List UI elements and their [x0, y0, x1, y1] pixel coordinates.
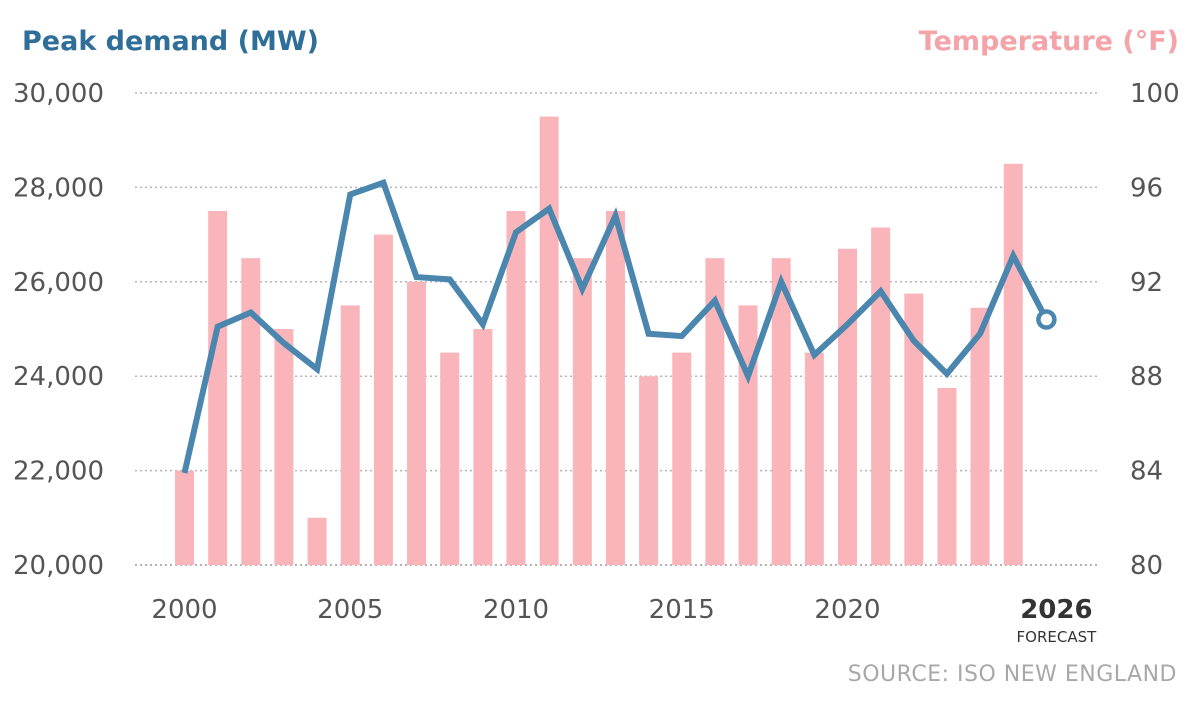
temperature-bar — [672, 352, 692, 565]
temperature-bar — [871, 227, 891, 565]
temperature-bar — [407, 281, 427, 565]
temperature-bar — [639, 376, 659, 565]
x-tick-label: 2026 — [1020, 595, 1092, 625]
temperature-bar — [539, 116, 559, 565]
left-tick-label: 28,000 — [13, 173, 104, 203]
temperature-bar — [1003, 163, 1023, 566]
temperature-bar — [373, 234, 393, 565]
temperature-bar — [175, 470, 194, 565]
right-tick-label: 88 — [1130, 362, 1163, 392]
x-tick-label: 2000 — [151, 595, 217, 625]
x-tick-label: 2020 — [814, 595, 880, 625]
temperature-bar — [705, 258, 725, 565]
temperature-bar — [937, 388, 957, 565]
right-axis-title: Temperature (°F) — [918, 26, 1179, 57]
x-axis-ticks: 2000 2005 2010 2015 2020 2026 FORECAST — [151, 595, 1097, 646]
left-axis-ticks: 20,000 22,000 24,000 26,000 28,000 30,000 — [13, 79, 104, 581]
right-tick-label: 92 — [1130, 268, 1163, 298]
temperature-bar — [506, 211, 526, 565]
temperature-bar — [274, 329, 294, 565]
right-tick-label: 84 — [1130, 457, 1163, 487]
right-tick-label: 96 — [1130, 173, 1163, 203]
demand-line-path — [181, 178, 1050, 474]
temperature-bar — [440, 352, 460, 565]
temperature-bar — [838, 248, 857, 565]
left-tick-label: 26,000 — [13, 268, 104, 298]
temperature-bar — [804, 352, 824, 565]
temperature-bar — [970, 307, 990, 565]
left-tick-label: 30,000 — [13, 79, 104, 109]
temperature-bar — [572, 258, 592, 565]
temperature-bar — [307, 517, 327, 565]
forecast-marker — [1036, 309, 1057, 330]
right-tick-label: 100 — [1130, 79, 1180, 109]
left-tick-label: 20,000 — [13, 551, 104, 581]
temperature-bar — [340, 305, 360, 565]
temperature-bar — [605, 211, 625, 565]
temperature-bar — [473, 329, 493, 565]
temperature-bar — [738, 305, 758, 565]
x-tick-label: 2010 — [483, 595, 549, 625]
right-axis-ticks: 80 84 88 92 96 100 — [1130, 79, 1180, 581]
left-axis-title: Peak demand (MW) — [22, 26, 319, 57]
demand-line — [181, 178, 1057, 474]
right-tick-label: 80 — [1130, 551, 1163, 581]
left-tick-label: 22,000 — [13, 457, 104, 487]
temperature-bar — [771, 258, 791, 565]
x-tick-label: 2015 — [649, 595, 715, 625]
temperature-bar — [904, 293, 924, 565]
left-tick-label: 24,000 — [13, 362, 104, 392]
temperature-bars — [175, 116, 1023, 566]
x-tick-sublabel: FORECAST — [1017, 628, 1098, 646]
source-note: SOURCE: ISO NEW ENGLAND — [847, 662, 1177, 687]
x-tick-label: 2005 — [317, 595, 383, 625]
temperature-bar — [241, 258, 261, 565]
temperature-bar — [208, 211, 228, 565]
